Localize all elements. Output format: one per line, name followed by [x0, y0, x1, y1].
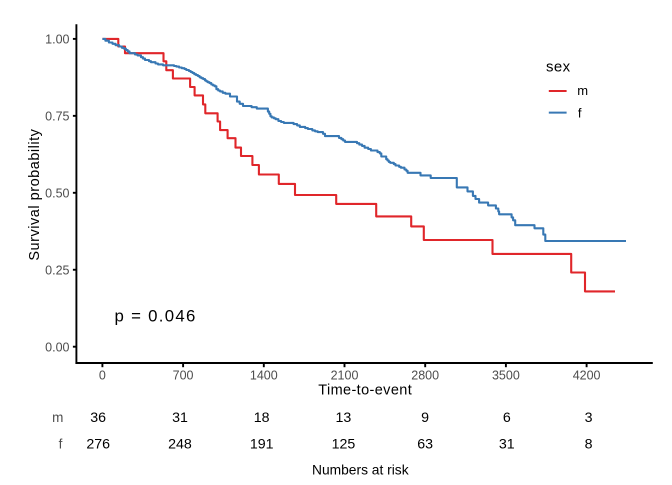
svg-text:2800: 2800: [411, 369, 439, 383]
svg-text:18: 18: [254, 410, 270, 426]
svg-text:0: 0: [99, 369, 106, 383]
svg-text:Time-to-event: Time-to-event: [318, 383, 412, 399]
svg-text:248: 248: [168, 437, 192, 453]
svg-text:p = 0.046: p = 0.046: [115, 307, 197, 326]
svg-text:Numbers at risk: Numbers at risk: [312, 462, 409, 477]
svg-text:0.75: 0.75: [45, 110, 69, 124]
svg-text:0.25: 0.25: [45, 263, 69, 277]
svg-text:191: 191: [250, 437, 274, 453]
svg-text:sex: sex: [546, 59, 571, 76]
svg-text:8: 8: [585, 437, 593, 453]
svg-text:13: 13: [336, 410, 352, 426]
svg-text:m: m: [577, 83, 588, 98]
svg-text:9: 9: [421, 410, 429, 426]
svg-text:Survival probability: Survival probability: [27, 128, 43, 260]
svg-text:2100: 2100: [331, 369, 359, 383]
svg-text:125: 125: [332, 437, 356, 453]
svg-text:4200: 4200: [573, 369, 601, 383]
svg-text:700: 700: [173, 369, 194, 383]
svg-text:1.00: 1.00: [45, 33, 69, 47]
svg-text:3500: 3500: [492, 369, 520, 383]
svg-text:0.00: 0.00: [45, 340, 69, 354]
svg-text:0.50: 0.50: [45, 187, 69, 201]
svg-text:31: 31: [172, 410, 188, 426]
svg-text:3: 3: [585, 410, 593, 426]
svg-text:m: m: [52, 410, 63, 425]
svg-text:f: f: [578, 106, 582, 121]
svg-text:63: 63: [417, 437, 433, 453]
svg-text:f: f: [59, 437, 63, 452]
svg-text:36: 36: [90, 410, 106, 426]
svg-text:6: 6: [503, 410, 511, 426]
svg-text:276: 276: [86, 437, 110, 453]
svg-text:31: 31: [499, 437, 515, 453]
svg-text:1400: 1400: [250, 369, 278, 383]
